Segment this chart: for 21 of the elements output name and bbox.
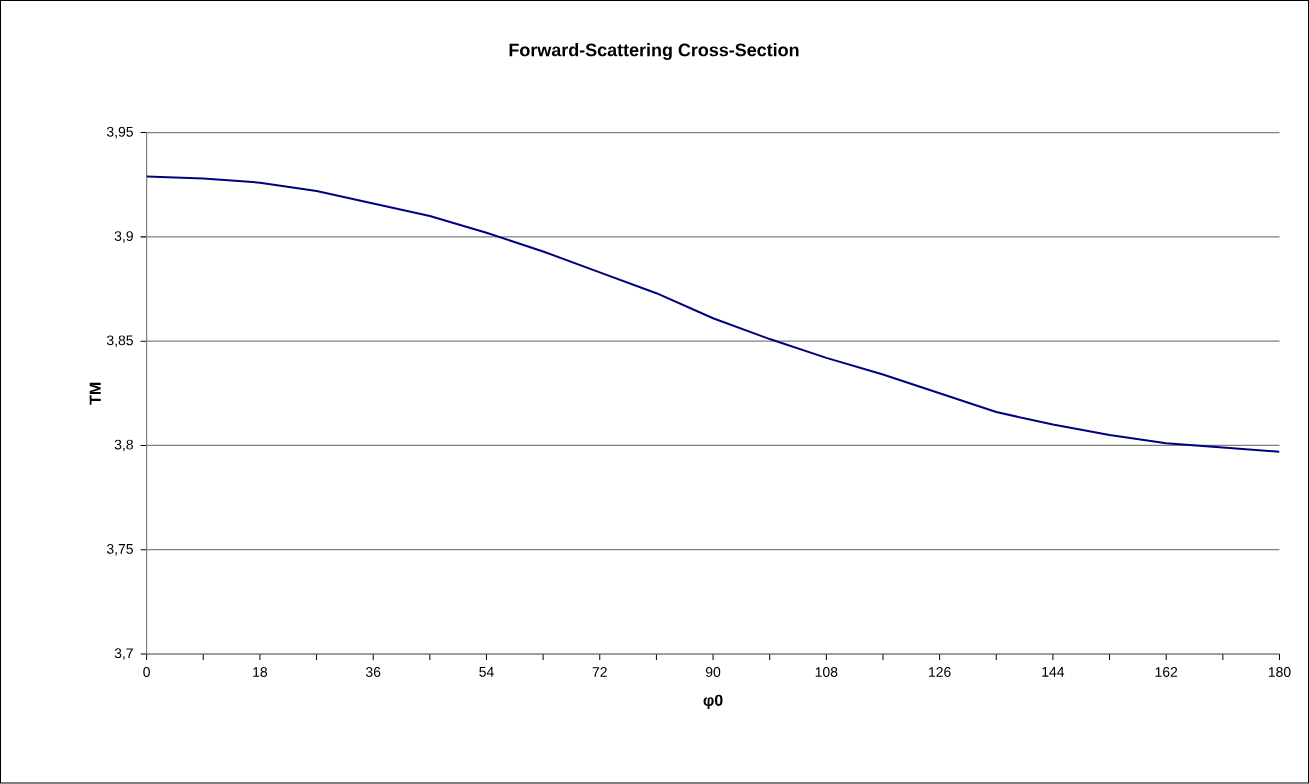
x-tick-label: 90: [705, 667, 721, 678]
x-tick-label: 72: [592, 667, 607, 677]
x-tick-label: 162: [1155, 667, 1178, 678]
x-tick-label: 144: [1042, 667, 1065, 677]
x-axis-title: φ0: [703, 694, 723, 710]
x-tick-label: 0: [143, 667, 150, 678]
x-tick-label: 54: [479, 667, 494, 677]
line-series: [146, 175, 1280, 453]
y-tick-label: 3,95: [106, 127, 133, 139]
y-tick-label: 3,8: [114, 439, 133, 452]
y-tick-label: 3,9: [114, 231, 133, 243]
x-tick-label: 108: [815, 667, 838, 678]
y-axis-title: TM: [89, 383, 101, 405]
chart-title: Forward-Scattering Cross-Section: [509, 43, 799, 61]
x-tick-label: 36: [365, 667, 381, 678]
y-tick-label: 3,85: [106, 335, 133, 348]
x-tick-label: 180: [1268, 667, 1291, 678]
x-tick-label: 18: [253, 667, 268, 678]
y-tick-label: 3,7: [114, 648, 133, 660]
y-tick-label: 3,75: [106, 544, 133, 556]
x-tick-label: 126: [929, 667, 951, 678]
